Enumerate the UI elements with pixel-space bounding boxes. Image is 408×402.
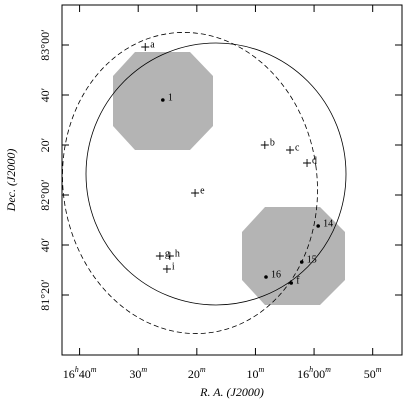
x-axis-label: R. A. (J2000) <box>199 385 264 399</box>
y-tick-label: 82°00′ <box>38 179 52 211</box>
point <box>286 146 295 154</box>
y-tick-label: 81°20′ <box>38 279 52 311</box>
point-label: c <box>295 142 300 153</box>
point <box>162 265 171 273</box>
point-label: f <box>296 275 300 286</box>
point <box>165 252 174 260</box>
x-tick-label: 50m <box>364 365 382 380</box>
point <box>141 43 150 51</box>
point-label: 1 <box>168 92 173 103</box>
y-tick-label: 83°00′ <box>38 29 52 61</box>
x-tick-label: 10m <box>247 365 265 380</box>
point-label: 14 <box>323 218 333 229</box>
x-tick-label: 16h40m <box>63 365 97 380</box>
point-label: h <box>175 248 180 259</box>
x-tick-label: 16h00m <box>297 365 331 380</box>
y-tick-label: 40′ <box>38 237 52 252</box>
dashed-ellipse <box>62 32 318 334</box>
point <box>260 141 269 149</box>
point-label: g <box>165 248 170 259</box>
point <box>161 98 165 102</box>
x-tick-label: 30m <box>129 365 147 380</box>
y-axis-label: Dec. (J2000) <box>4 149 18 213</box>
solid-circle <box>85 42 347 306</box>
point <box>289 281 294 285</box>
y-tick-label: 20′ <box>38 137 52 152</box>
point <box>299 260 304 264</box>
point <box>264 275 268 279</box>
point-label: 16 <box>271 269 281 280</box>
point-label: 15 <box>307 254 317 265</box>
point <box>316 224 320 228</box>
plot-frame <box>61 4 403 356</box>
point-label: e <box>200 185 205 196</box>
point-label: i <box>172 261 175 272</box>
field-region <box>242 207 345 305</box>
point-label: a <box>150 39 155 50</box>
point <box>191 189 200 197</box>
y-tick-label: 40′ <box>38 87 52 102</box>
point-label: d <box>312 155 317 166</box>
point-label: b <box>270 137 275 148</box>
point <box>155 252 164 260</box>
point <box>303 159 312 167</box>
x-tick-label: 20m <box>188 365 206 380</box>
